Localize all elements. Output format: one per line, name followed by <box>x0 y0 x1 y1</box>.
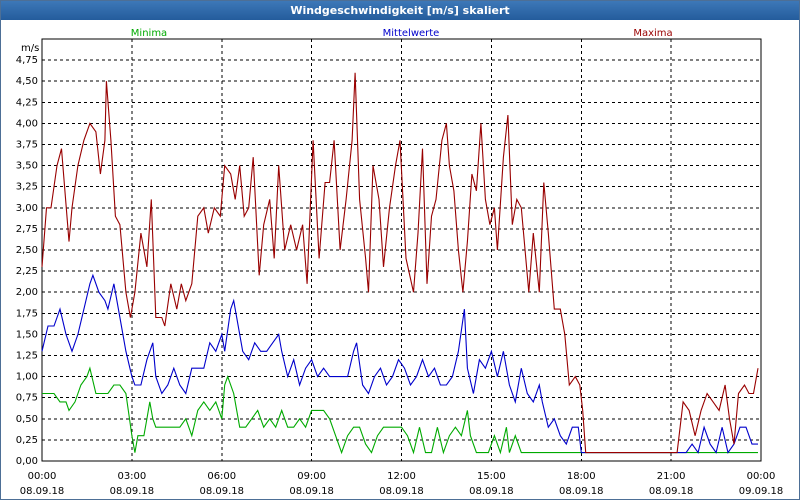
x-tick-date: 08.09.18 <box>199 486 244 497</box>
y-tick-label: 3,50 <box>16 161 38 172</box>
y-tick-label: 2,00 <box>16 287 38 298</box>
legend: Minima Mittelwerte Maxima <box>131 28 673 39</box>
legend-entry-minima: Minima <box>131 28 167 39</box>
x-tick-date: 09.09.18 <box>739 486 784 497</box>
y-tick-label: 1,75 <box>16 308 38 319</box>
x-tick-time: 06:00 <box>207 471 236 482</box>
series-minima-line <box>42 366 758 455</box>
y-tick-labels: 0,00 0,25 0,50 0,75 1,00 1,25 1,50 1,75 2,00 2,25… <box>16 55 38 467</box>
y-tick-label: 3,75 <box>16 140 38 151</box>
x-tick-time: 12:00 <box>387 471 416 482</box>
y-tick-label: 4,00 <box>16 118 38 129</box>
y-tick-label: 4,25 <box>16 97 38 108</box>
x-tick-date: 08.09.18 <box>559 486 604 497</box>
x-tick-time: 00:00 <box>28 471 57 482</box>
x-tick-time: 03:00 <box>117 471 146 482</box>
x-tick-time: 21:00 <box>657 471 686 482</box>
x-tick-labels: 00:00 08.09.18 03:00 08.09.18 06:00 08.09.18 0… <box>20 471 784 497</box>
grid-lines <box>42 39 761 461</box>
x-tick-time: 18:00 <box>567 471 596 482</box>
y-tick-label: 0,25 <box>16 435 38 446</box>
y-axis-label: m/s <box>21 43 39 54</box>
axes <box>41 38 762 462</box>
y-tick-label: 2,50 <box>16 245 38 256</box>
x-tick-date: 08.09.18 <box>379 486 424 497</box>
series-lines <box>41 72 759 455</box>
y-tick-label: 0,75 <box>16 393 38 404</box>
legend-entry-maxima: Maxima <box>633 28 672 39</box>
legend-entry-mittelwerte: Mittelwerte <box>383 28 440 39</box>
plot-border <box>41 38 762 462</box>
series-mittelwerte-line <box>41 273 758 454</box>
x-tick-date: 08.09.18 <box>20 486 65 497</box>
y-tick-label: 2,25 <box>16 266 38 277</box>
y-tick-label: 2,75 <box>16 224 38 235</box>
y-tick-label: 3,25 <box>16 182 38 193</box>
y-tick-label: 0,50 <box>16 414 38 425</box>
y-tick-label: 1,00 <box>16 372 38 383</box>
window-title: Windgeschwindigkeit [m/s] skaliert <box>1 1 799 20</box>
y-tick-label: 1,25 <box>16 351 38 362</box>
y-tick-label: 4,75 <box>16 55 38 66</box>
x-tick-date: 08.09.18 <box>289 486 334 497</box>
y-tick-label: 4,50 <box>16 76 38 87</box>
x-tick-date: 08.09.18 <box>649 486 694 497</box>
y-tick-label: 3,00 <box>16 203 38 214</box>
x-tick-time: 09:00 <box>297 471 326 482</box>
x-tick-date: 08.09.18 <box>110 486 155 497</box>
y-tick-label: 1,50 <box>16 329 38 340</box>
x-tick-date: 08.09.18 <box>469 486 514 497</box>
series-maxima-line <box>41 72 759 454</box>
x-tick-time: 00:00 <box>747 471 776 482</box>
x-tick-time: 15:00 <box>477 471 506 482</box>
y-tick-label: 0,00 <box>16 456 38 467</box>
